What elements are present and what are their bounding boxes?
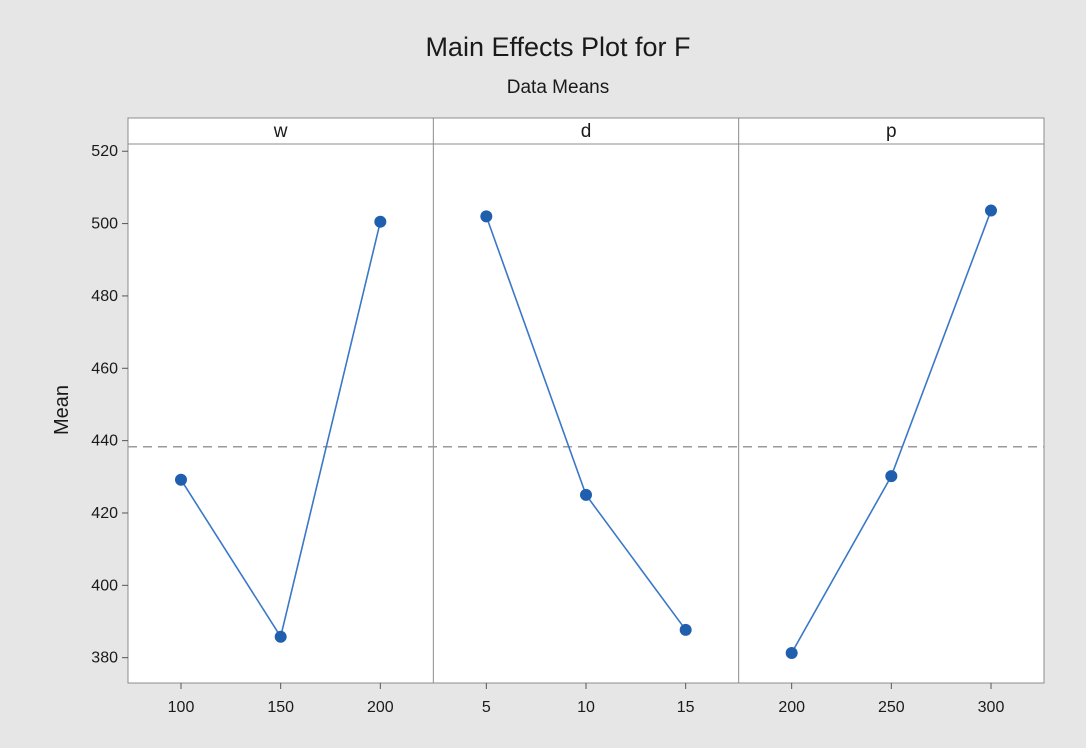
y-tick-label: 500 bbox=[91, 216, 118, 233]
x-tick-label-p: 200 bbox=[778, 699, 805, 716]
y-tick-label: 380 bbox=[91, 650, 118, 667]
x-tick-label-w: 200 bbox=[367, 699, 394, 716]
y-tick-label: 440 bbox=[91, 433, 118, 450]
y-tick-label: 480 bbox=[91, 288, 118, 305]
chart-subtitle: Data Means bbox=[507, 77, 609, 98]
plot-area: 380 400 420 440 460 480 500 520 w 100 150 200 d 5 10 15… bbox=[91, 117, 1045, 716]
data-point-w bbox=[374, 215, 387, 228]
data-point-p bbox=[885, 470, 898, 483]
x-tick-label-w: 100 bbox=[168, 699, 195, 716]
x-tick-label-d: 10 bbox=[577, 699, 595, 716]
data-point-w bbox=[274, 630, 287, 643]
chart-title: Main Effects Plot for F bbox=[425, 32, 690, 62]
y-tick-label: 420 bbox=[91, 505, 118, 522]
panel-label-w: w bbox=[273, 121, 288, 142]
x-tick-label-d: 5 bbox=[482, 699, 491, 716]
x-tick-label-d: 15 bbox=[677, 699, 695, 716]
plot-frame bbox=[127, 117, 1045, 684]
panel-label-d: d bbox=[581, 121, 592, 142]
y-tick-label: 520 bbox=[91, 143, 118, 160]
data-point-d bbox=[580, 488, 592, 501]
data-point-p bbox=[785, 646, 798, 659]
data-point-p bbox=[985, 204, 997, 217]
data-point-d bbox=[480, 210, 493, 223]
y-tick-label: 460 bbox=[91, 360, 118, 377]
panel-label-p: p bbox=[886, 121, 897, 142]
data-point-w bbox=[175, 473, 187, 486]
x-tick-label-p: 250 bbox=[878, 699, 905, 716]
x-tick-label-w: 150 bbox=[267, 699, 294, 716]
x-tick-label-p: 300 bbox=[978, 699, 1005, 716]
data-point-d bbox=[679, 623, 692, 636]
y-tick-label: 400 bbox=[91, 577, 118, 594]
y-axis-title: Mean bbox=[51, 385, 73, 435]
